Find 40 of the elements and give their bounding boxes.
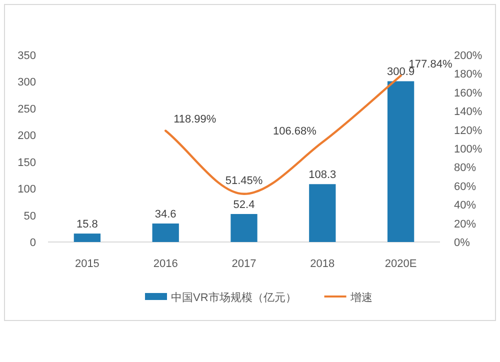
y2-tick-label: 100% xyxy=(454,144,482,156)
bar xyxy=(230,214,258,242)
y-tick-label: 300 xyxy=(18,76,36,89)
bar xyxy=(387,81,414,242)
x-tick-label: 2018 xyxy=(310,258,335,270)
data-label: 300.9 xyxy=(387,66,415,78)
y2-tick-label: 80% xyxy=(454,162,476,174)
y-tick-label: 150 xyxy=(18,156,36,169)
bar xyxy=(309,184,336,242)
legend-label: 中国VR市场规模（亿元） xyxy=(171,291,296,304)
legend-label: 增速 xyxy=(349,291,372,304)
y2-tick-label: 200% xyxy=(454,50,482,62)
bar xyxy=(152,224,179,242)
line-series xyxy=(164,74,402,195)
y2-tick-label: 160% xyxy=(454,87,482,100)
y-tick-label: 0 xyxy=(30,237,36,249)
y-tick-label: 50 xyxy=(24,210,36,222)
y2-tick-label: 120% xyxy=(454,124,482,137)
y2-tick-label: 40% xyxy=(454,200,476,212)
y-tick-label: 200 xyxy=(18,130,36,142)
data-label: 108.3 xyxy=(308,169,336,182)
y2-tick-label: 180% xyxy=(454,68,482,81)
y-tick-label: 250 xyxy=(18,103,36,116)
bar xyxy=(74,234,101,242)
data-label: 15.8 xyxy=(76,218,98,231)
data-label: 52.4 xyxy=(233,199,255,212)
x-tick-label: 2017 xyxy=(232,258,256,270)
y2-tick-label: 0% xyxy=(454,237,470,249)
data-label: 34.6 xyxy=(154,208,176,221)
data-label: 51.45% xyxy=(225,174,263,187)
data-label: 118.99% xyxy=(174,114,216,126)
x-tick-label: 2020E xyxy=(384,258,417,270)
data-label: 106.68% xyxy=(272,125,317,138)
y-tick-label: 100 xyxy=(18,184,36,196)
x-tick-label: 2015 xyxy=(74,258,100,270)
y-tick-label: 350 xyxy=(18,50,36,62)
x-tick-label: 2016 xyxy=(153,258,178,270)
y2-tick-label: 140% xyxy=(454,106,482,118)
y2-tick-label: 60% xyxy=(454,180,476,193)
y2-tick-label: 20% xyxy=(454,218,476,230)
